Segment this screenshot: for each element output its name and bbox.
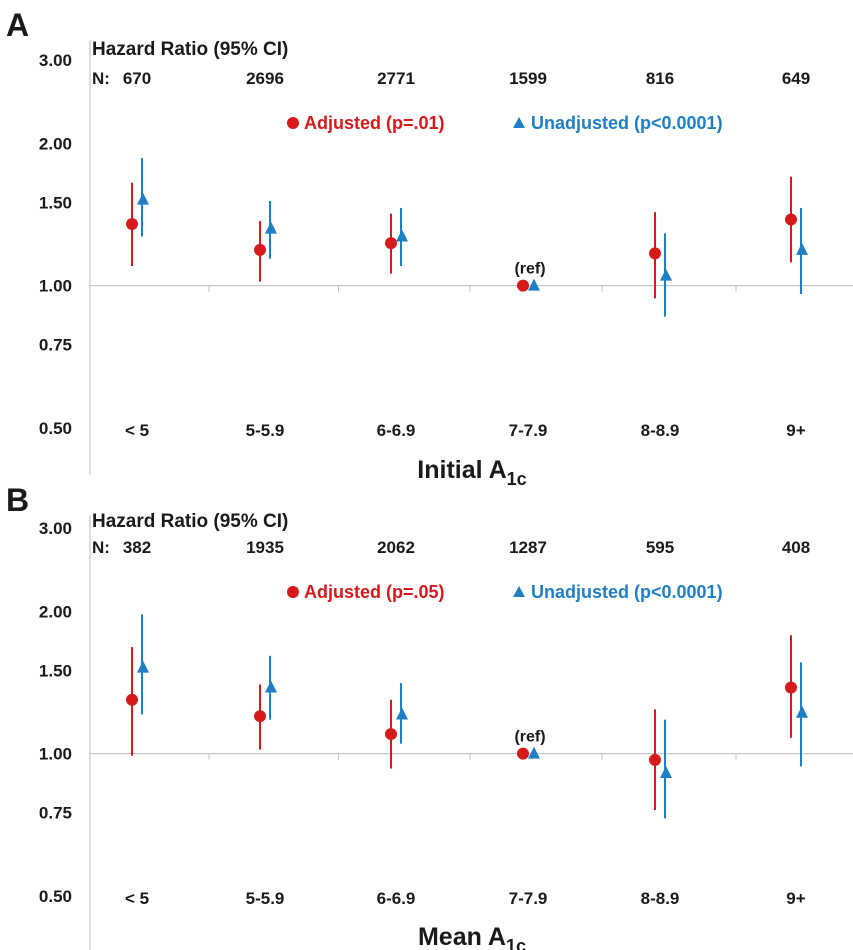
legend-adjusted-label: Adjusted (p=.05) [304,582,445,602]
y-tick-label: 2.00 [39,134,72,153]
unadjusted-point [796,242,808,255]
x-axis-label-main: Mean A [418,923,506,950]
y-tick-label: 1.50 [39,193,72,212]
unadjusted-point [396,229,408,242]
legend-unadjusted-label: Unadjusted (p<0.0001) [531,582,723,602]
y-tick-label: 0.75 [39,804,72,823]
unadjusted-point [796,705,808,718]
legend-triangle-marker [513,117,525,128]
unadjusted-point [396,707,408,720]
n-count-label: 1935 [246,538,284,557]
n-count-label: 649 [782,69,810,88]
y-tick-label: 0.50 [39,419,72,438]
x-category-label: 6-6.9 [377,421,416,440]
n-count-label: 2771 [377,69,415,88]
chart-title: Hazard Ratio (95% CI) [92,511,288,532]
n-prefix: N: [92,69,110,88]
x-category-label: < 5 [125,421,149,440]
legend-unadjusted-label: Unadjusted (p<0.0001) [531,113,723,133]
n-count-label: 816 [646,69,674,88]
unadjusted-point [528,278,540,291]
n-count-label: 2062 [377,538,415,557]
chart-panel-a: A 0.50 0.75 1.00 1.50 2.00 3.00 Hazard Ratio (9… [6,7,853,489]
x-category-label: 9+ [786,889,805,908]
y-tick-label: 1.00 [39,745,72,764]
n-count-label: 2696 [246,69,284,88]
y-tick-label: 3.00 [39,51,72,70]
x-category-label: 6-6.9 [377,889,416,908]
n-count-label: 382 [123,538,151,557]
unadjusted-point [660,766,672,779]
x-axis-label: Initial A1c [417,456,526,489]
adjusted-point [649,753,661,766]
y-tick-label: 0.50 [39,887,72,906]
unadjusted-point [660,268,672,281]
y-tick-label: 3.00 [39,519,72,538]
n-prefix: N: [92,538,110,557]
x-category-label: 9+ [786,421,805,440]
adjusted-point [126,693,138,706]
x-category-label: 5-5.9 [246,889,285,908]
adjusted-point [254,710,266,723]
panel-letter: B [6,482,29,518]
x-category-label: 8-8.9 [641,889,680,908]
n-count-label: 1599 [509,69,547,88]
unadjusted-point [528,746,540,759]
adjusted-point [517,747,529,760]
adjusted-point [126,218,138,231]
legend-circle-marker [287,117,299,129]
adjusted-point [649,247,661,260]
chart-title: Hazard Ratio (95% CI) [92,39,288,60]
x-category-label: 8-8.9 [641,421,680,440]
y-tick-label: 0.75 [39,336,72,355]
adjusted-point [385,728,397,741]
unadjusted-point [265,221,277,234]
legend-triangle-marker [513,586,525,597]
unadjusted-point [137,192,149,205]
adjusted-point [785,213,797,226]
n-count-label: 670 [123,69,151,88]
n-count-label: 408 [782,538,810,557]
n-count-label: 1287 [509,538,547,557]
x-axis-label-subscript: 1c [506,936,526,950]
x-category-label: 5-5.9 [246,421,285,440]
adjusted-point [385,237,397,250]
legend-adjusted-label: Adjusted (p=.01) [304,113,445,133]
n-count-label: 595 [646,538,674,557]
x-category-label: 7-7.9 [509,889,548,908]
y-tick-label: 1.50 [39,661,72,680]
reference-label: (ref) [514,729,545,746]
reference-label: (ref) [514,261,545,278]
x-axis-label-subscript: 1c [507,469,527,489]
x-category-label: 7-7.9 [509,421,548,440]
unadjusted-point [137,660,149,673]
x-axis-label: Mean A1c [418,923,526,950]
adjusted-point [785,681,797,694]
adjusted-point [517,279,529,292]
legend-circle-marker [287,586,299,598]
chart-panel-b: B 0.50 0.75 1.00 1.50 2.00 3.00 Hazard Ratio (9… [6,482,853,950]
y-tick-label: 1.00 [39,277,72,296]
adjusted-point [254,243,266,256]
x-axis-label-main: Initial A [417,456,506,484]
x-category-label: < 5 [125,889,149,908]
y-tick-label: 2.00 [39,602,72,621]
panel-letter: A [6,7,29,43]
unadjusted-point [265,680,277,693]
